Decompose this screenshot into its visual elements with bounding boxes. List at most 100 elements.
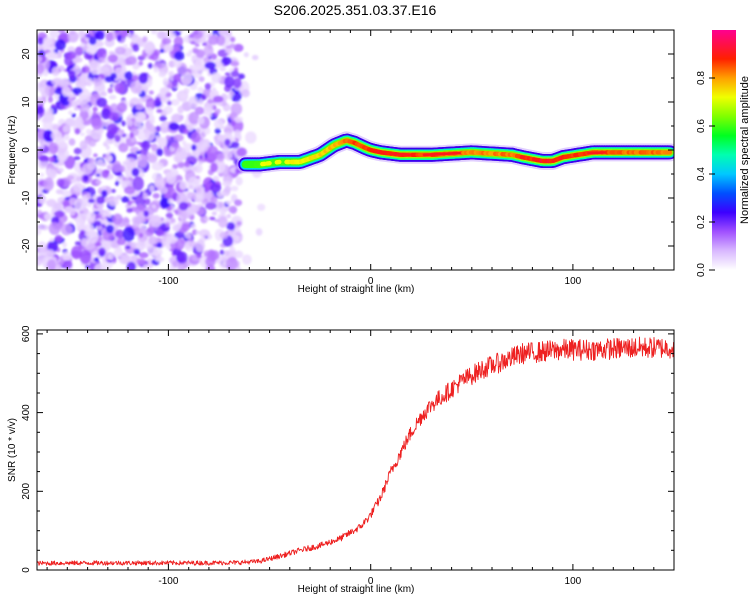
noise-blob (215, 35, 226, 46)
noise-blob (236, 221, 242, 226)
noise-blob (106, 213, 112, 218)
noise-blob (245, 131, 257, 144)
noise-blob (131, 200, 136, 204)
noise-blob (218, 216, 228, 228)
noise-blob (179, 150, 188, 160)
noise-blob (226, 222, 236, 231)
noise-blob (145, 97, 156, 111)
noise-blob (61, 100, 70, 106)
noise-blob (68, 138, 76, 146)
heatmap-y-tick-label: 20 (21, 48, 32, 60)
noise-blob (155, 125, 162, 132)
noise-blob (94, 74, 99, 79)
noise-blob (238, 73, 245, 80)
noise-blob (130, 81, 142, 94)
noise-blob (230, 70, 240, 78)
noise-blob (68, 70, 76, 79)
noise-blob (57, 153, 67, 162)
noise-blob (37, 55, 43, 63)
noise-blob (149, 119, 155, 125)
noise-blob (107, 123, 119, 135)
snr-x-axis-label: Height of straight line (km) (298, 584, 415, 595)
noise-blob (40, 224, 49, 231)
noise-blob (196, 253, 202, 259)
noise-blob (38, 258, 44, 263)
noise-blob (108, 94, 117, 100)
noise-blob (164, 105, 173, 115)
noise-blob (37, 63, 45, 75)
noise-blob (173, 169, 179, 177)
noise-blob (150, 214, 162, 228)
noise-blob (107, 87, 114, 94)
noise-blob (177, 162, 185, 168)
noise-blob (62, 200, 70, 207)
noise-blob (96, 97, 107, 108)
noise-blob (233, 67, 239, 72)
noise-blob (217, 153, 225, 162)
noise-blob (178, 201, 189, 211)
noise-blob (131, 196, 137, 200)
noise-blob (114, 46, 126, 55)
noise-blob (110, 188, 116, 193)
noise-blob (170, 167, 175, 173)
noise-blob (138, 72, 148, 84)
noise-blob (229, 43, 236, 49)
noise-blob (66, 175, 75, 180)
noise-blob (219, 231, 229, 239)
noise-blob (191, 64, 203, 79)
noise-blob (63, 134, 70, 141)
noise-blob (42, 36, 53, 46)
noise-blob (202, 42, 207, 46)
noise-blob (134, 111, 146, 121)
noise-blob (204, 61, 216, 70)
noise-blob (224, 138, 231, 146)
noise-blob (236, 229, 242, 234)
noise-blob (211, 72, 222, 84)
noise-blob (157, 137, 168, 148)
noise-blob (204, 83, 212, 90)
snr-ticks: -100 0 100 0 200 400 600 (21, 325, 675, 587)
noise-blob (257, 203, 266, 211)
noise-blob (188, 96, 199, 109)
noise-blob (141, 52, 148, 59)
noise-blob (125, 56, 137, 66)
noise-blob (92, 111, 97, 117)
noise-blob (214, 127, 221, 135)
colorbar-tick-label: 0.4 (696, 167, 707, 181)
noise-blob (76, 176, 82, 182)
chart-title: S206.2025.351.03.37.E16 (274, 2, 437, 18)
noise-blob (156, 148, 164, 157)
noise-blob (97, 225, 103, 231)
noise-blob (215, 108, 221, 114)
noise-blob (241, 89, 250, 98)
noise-blob (43, 129, 53, 142)
noise-blob (75, 79, 87, 88)
noise-blob (189, 84, 198, 91)
noise-blob (64, 117, 76, 127)
noise-blob (130, 241, 137, 248)
colorbar-tick-label: 0.0 (696, 263, 707, 277)
noise-blob (234, 250, 244, 259)
noise-blob (147, 63, 153, 69)
noise-blob (48, 222, 61, 235)
noise-blob (213, 95, 224, 103)
noise-blob (185, 149, 191, 153)
noise-blob (214, 219, 220, 223)
noise-blob (165, 212, 173, 219)
noise-blob (41, 117, 48, 124)
noise-blob (112, 160, 122, 173)
noise-blob (154, 252, 159, 258)
noise-blob (165, 221, 170, 228)
noise-blob (108, 197, 119, 207)
ridge-peak (587, 151, 606, 155)
noise-blob (86, 192, 91, 198)
noise-blob (69, 208, 76, 216)
noise-blob (228, 205, 238, 214)
noise-blob (209, 250, 220, 261)
noise-blob (134, 216, 146, 225)
noise-blob (132, 63, 140, 70)
noise-blob (132, 43, 140, 52)
noise-blob (115, 195, 123, 200)
noise-blob (243, 52, 249, 58)
heatmap-y-tick-label: -10 (21, 190, 32, 205)
